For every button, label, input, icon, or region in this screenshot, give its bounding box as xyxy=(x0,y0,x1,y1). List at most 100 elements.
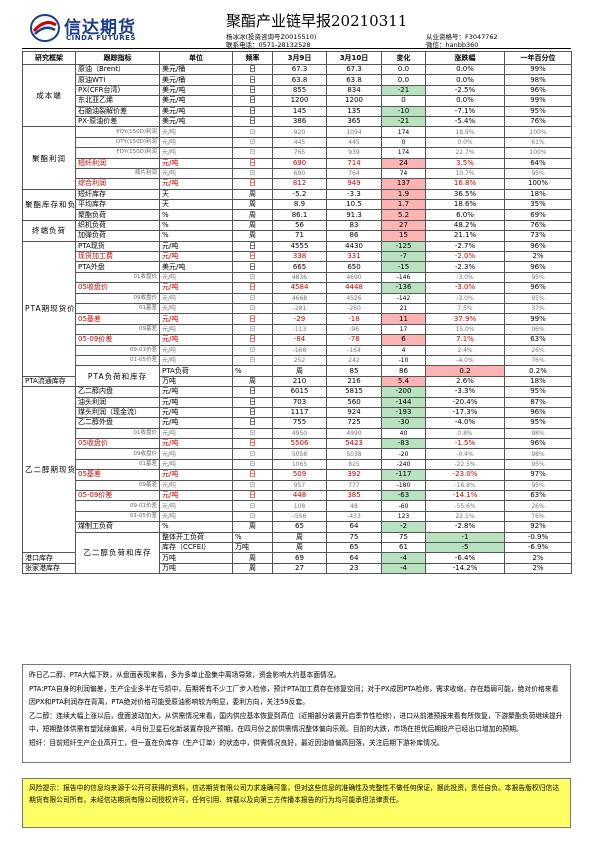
value-date1: 338 xyxy=(272,251,327,263)
change-cell: -21 xyxy=(381,84,426,97)
value-date2: 64 xyxy=(326,552,382,564)
frequency-cell: 日 xyxy=(232,396,273,408)
license-number: 从业资格号：F3047762 xyxy=(426,33,498,41)
header-pct-change: 涨跌幅 xyxy=(425,51,505,65)
pct-change-cell: 6.0% xyxy=(425,209,505,221)
percentile-cell: 99% xyxy=(504,95,572,107)
indicator-name: 乙二醇外盘 xyxy=(75,417,160,429)
percentile-cell: 100% xyxy=(504,178,572,190)
pct-change-cell: -14.2% xyxy=(425,562,505,575)
change-cell: 27 xyxy=(381,219,426,232)
change-cell: 137 xyxy=(381,178,426,190)
pct-change-cell: -23.0% xyxy=(425,469,505,481)
commentary-pta: PTA:PTA自身的利润偏差，生产企业多半在亏损中，后期将有不少工厂步入检修，预… xyxy=(29,684,559,707)
table-row: 聚酯库存和负荷短纤库存天周-5.2-3.31.936.5%18% xyxy=(22,188,572,221)
value-date1: 252 xyxy=(272,354,327,367)
indicator-name: 煤制工负荷 xyxy=(75,521,160,533)
table-row: 01收盘价 元/吨日 4950 4990 40 0.8% 98% xyxy=(23,427,572,440)
percentile-cell: 96% xyxy=(504,438,572,450)
pct-change-cell: -7.1% xyxy=(425,105,505,117)
table-row: 煤头利润（现金流） 元/吨日 1117 924 -193 -17.3% 96% xyxy=(23,406,572,419)
change-cell: 4 xyxy=(381,344,426,356)
unit-cell: 元/吨 xyxy=(159,344,233,356)
frequency-cell: 日 xyxy=(232,84,273,97)
pct-change-cell: -5.4% xyxy=(425,115,505,128)
frequency-cell: 周 xyxy=(272,365,327,377)
value-date1: 855 xyxy=(272,84,327,97)
frequency-cell: 日 xyxy=(232,167,273,180)
percentile-cell: 95% xyxy=(504,479,572,492)
indicator-name: 整体开工负荷 xyxy=(159,531,233,543)
percentile-cell: 2% xyxy=(504,251,572,263)
frequency-cell: 日 xyxy=(232,240,273,253)
percentile-cell: 26% xyxy=(504,344,572,356)
value-date2: 4430 xyxy=(326,240,382,253)
header-framework: 研究框架 xyxy=(22,51,76,65)
percentile-cell: 96% xyxy=(504,240,572,253)
unit-cell: 元/吨 xyxy=(159,479,233,492)
percentile-cell: 76% xyxy=(504,354,572,367)
framework-cell: 乙二醇期现货价格和价差 xyxy=(22,386,76,554)
percentile-cell: 95% xyxy=(504,105,572,117)
percentile-cell: 18% xyxy=(504,188,572,201)
change-cell: -1 xyxy=(425,531,505,543)
value-date2: -260 xyxy=(326,302,382,315)
percentile-cell: 63% xyxy=(504,489,572,502)
indicator-name: 平均库存 xyxy=(75,199,160,211)
unit-cell: % xyxy=(159,209,233,221)
value-date1: 1117 xyxy=(272,406,327,419)
value-date2: 61 xyxy=(381,541,426,554)
value-date1: 445 xyxy=(272,136,327,149)
value-date1: 65 xyxy=(272,521,327,533)
percentile-cell: 63% xyxy=(504,334,572,346)
framework-cell: 成本端 xyxy=(22,63,76,128)
unit-cell: % xyxy=(232,365,273,377)
pct-change-cell: -6.4% xyxy=(425,552,505,564)
indicator-name: 原油（Brent） xyxy=(75,63,160,76)
commentary-psf: 短纤：目前短纤生产企业高开工，但一直在负库存（生产订单）的状态中，供需情况良好，… xyxy=(29,738,444,747)
pct-change-cell: -17.3% xyxy=(425,406,505,419)
unit-cell: 元/吨 xyxy=(159,438,233,450)
indicator-name: 聚酯负荷 xyxy=(75,209,160,221)
frequency-cell: 日 xyxy=(232,115,273,128)
value-date1: -5.2 xyxy=(272,188,327,201)
indicator-name: 05收盘价 xyxy=(75,282,160,294)
unit-cell: 元/吨 xyxy=(159,167,233,180)
table-row: 东北亚乙烯 美元/吨日 1200 1200 0 0.0% 99% xyxy=(23,95,572,107)
table-row: 05基差 元/吨日 509 392 -117 -23.0% 97% xyxy=(23,469,572,481)
pct-change-cell: -2.7% xyxy=(425,240,505,253)
frequency-cell: 日 xyxy=(232,313,273,325)
pct-change-cell: 15.0% xyxy=(425,323,505,336)
indicator-name: 短纤利润 xyxy=(75,157,160,169)
pct-change-cell: -14.1% xyxy=(425,489,505,502)
value-date2: 135 xyxy=(326,105,382,117)
change-cell: 21 xyxy=(381,302,426,315)
percentile-cell: 100% xyxy=(504,147,572,159)
pct-change-cell: -3.0% xyxy=(425,282,505,294)
percentile-cell: 96% xyxy=(504,261,572,273)
indicator-name: 乙二醇内盘 xyxy=(75,386,160,398)
table-row: 09收盘价 元/吨日 4668 4526 -142 -3.0% 95% xyxy=(23,292,572,305)
indicator-name: 09收盘价 xyxy=(75,292,160,305)
company-logo: 信达期货 CINDA FUTURES xyxy=(30,14,180,44)
percentile-cell: 64% xyxy=(504,157,572,169)
value-date1: 1200 xyxy=(272,95,327,107)
change-cell: 174 xyxy=(381,126,426,138)
unit-cell: 元/吨 xyxy=(159,354,233,367)
indicator-name: 05收盘价 xyxy=(75,438,160,450)
report-page: 信达期货 CINDA FUTURES 聚酯产业链早报20210311 杨冰冰(投… xyxy=(22,10,572,828)
change-cell: -180 xyxy=(381,479,426,492)
value-date1: 4950 xyxy=(272,427,327,440)
value-date1: 920 xyxy=(272,126,327,138)
percentile-cell: 96% xyxy=(504,406,572,419)
unit-cell: 元/吨 xyxy=(159,240,233,253)
unit-cell: % xyxy=(159,230,233,242)
change-cell: -83 xyxy=(381,438,426,450)
table-row: PX-原油价差 美元/吨日 386 365 -21 -5.4% 76% xyxy=(23,115,572,128)
table-row: 短纤利润 元/吨日 690 714 24 3.5% 64% xyxy=(23,157,572,169)
value-date1: 8.9 xyxy=(272,199,327,211)
percentile-cell: 95% xyxy=(504,458,572,471)
indicator-name: PTA负荷 xyxy=(159,365,233,377)
value-date2: 10.5 xyxy=(326,199,382,211)
